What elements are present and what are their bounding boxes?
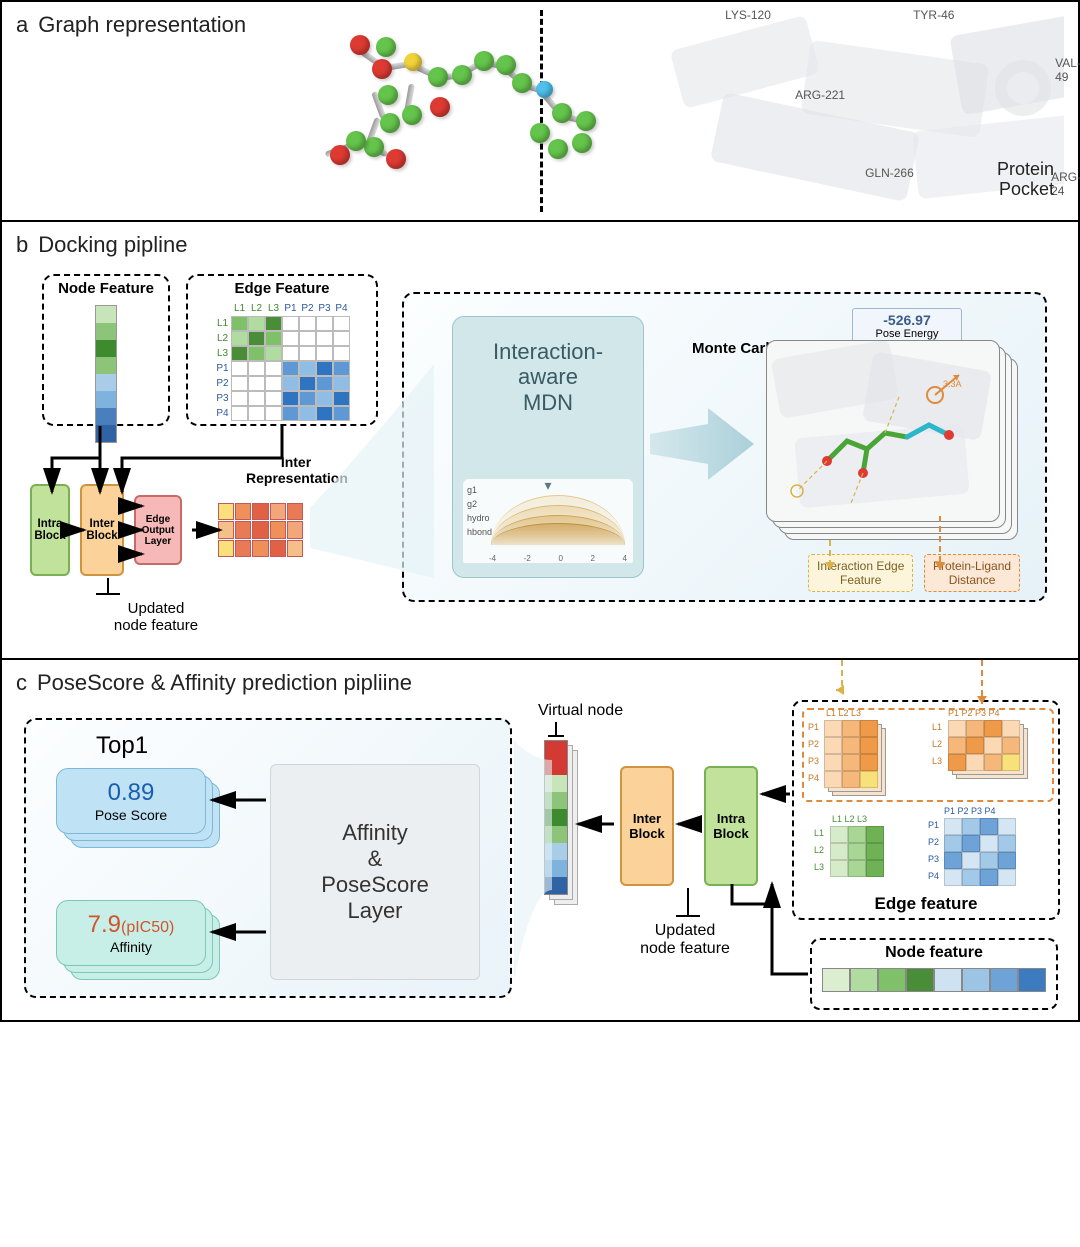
affinity-posescore-layer: Affinity & PoseScore Layer — [270, 764, 480, 980]
matrix-protein-blue: P1 P2 P3 P4 P1 P2 P3 P4 — [944, 818, 1016, 886]
updated-node-label: Updated node feature — [86, 600, 226, 634]
edge-output-layer: Edge Output Layer — [134, 495, 182, 565]
virtual-node-vector — [544, 740, 568, 895]
ligand-graph-region — [246, 12, 655, 206]
panel-a: aGraph representation — [2, 2, 1078, 222]
residue-label: TYR-46 — [913, 8, 954, 22]
processing-row: Intra Block Inter Block Edge Output Laye… — [30, 484, 303, 576]
panel-b-title: bDocking pipline — [16, 232, 1064, 258]
protein-pocket-label: Protein Pocket — [997, 159, 1054, 200]
svg-text:3.3A: 3.3A — [943, 379, 962, 389]
panel-c-title: cPoseScore & Affinity prediction pipliin… — [16, 670, 1064, 696]
intra-block: Intra Block — [30, 484, 70, 576]
node-feature-hvector — [812, 968, 1056, 992]
virtual-node-label: Virtual node — [538, 702, 623, 720]
docking-output-box: Interaction- aware MDN ▾ g1 g2 hydro hbo… — [402, 292, 1047, 602]
updated-node-label-c: Updated node feature — [610, 922, 760, 958]
pose-score-stack: 0.89 Pose Score — [56, 768, 220, 846]
matrix-pxl-orange: P1 P2 P3 P4 L1 L2 L3 — [948, 720, 1020, 771]
matrix-ligand-green: L1 L2 L3 L1 L2 L3 — [830, 826, 884, 877]
interaction-edge-feature-label: Interaction Edge Feature — [808, 554, 913, 592]
flow-arrow-icon — [648, 404, 756, 484]
figure-container: aGraph representation — [0, 0, 1080, 1022]
inter-block-c: Inter Block — [620, 766, 674, 886]
protein-pocket-region: LYS-120 TYR-46 VAL-49 ARG-221 GLN-266 AR… — [655, 12, 1064, 206]
residue-label: GLN-266 — [865, 166, 914, 180]
node-feature-vector — [95, 305, 117, 443]
panel-c: cPoseScore & Affinity prediction pipliin… — [2, 660, 1078, 1020]
indicator-arrow-icon: ▾ — [544, 477, 551, 494]
matrix-lxp-orange: L1 L2 L3 P1 P2 P3 P4 — [824, 720, 878, 788]
pose-card-stack: -526.97 Pose Energy — [766, 340, 1026, 546]
affinity-stack: 7.9(pIC50) Affinity — [56, 900, 220, 978]
edge-feature-box-c: L1 L2 L3 P1 P2 P3 P4 P1 P2 P3 P4 L1 L2 L… — [792, 700, 1060, 920]
edge-feature-box: Edge Feature L1L2L3P1P2P3P4L1L2L3P1P2P3P… — [186, 274, 378, 426]
protein-ligand-distance-label: Protein-Ligand Distance — [924, 554, 1020, 592]
panel-a-title: aGraph representation — [16, 12, 246, 198]
residue-label: VAL-49 — [1055, 56, 1080, 84]
mdn-distribution-plot: ▾ g1 g2 hydro hbond -4 -2 0 2 4 — [463, 479, 633, 563]
panel-b: bDocking pipline Node Feature Edge Featu… — [2, 222, 1078, 660]
residue-label: LYS-120 — [725, 8, 771, 22]
residue-label: ARG-221 — [795, 88, 845, 102]
inter-rep-label: Inter Representation — [246, 454, 346, 486]
top1-label: Top1 — [96, 732, 148, 760]
ligand-molecule — [316, 37, 616, 187]
intra-block-c: Intra Block — [704, 766, 758, 886]
pose-energy-badge: -526.97 Pose Energy — [852, 308, 962, 344]
mdn-card: Interaction- aware MDN ▾ g1 g2 hydro hbo… — [452, 316, 644, 578]
prediction-output-box: Top1 0.89 Pose Score 7.9(pIC50) Affinity… — [24, 718, 512, 998]
node-feature-box: Node Feature — [42, 274, 170, 426]
edge-feature-matrix: L1L2L3P1P2P3P4L1L2L3P1P2P3P4 — [188, 301, 376, 421]
node-feature-box-c: Node feature — [810, 938, 1058, 1010]
inter-representation-matrix — [218, 503, 303, 558]
inter-block: Inter Block — [80, 484, 124, 576]
residue-label: ARG-24 — [1051, 170, 1080, 198]
